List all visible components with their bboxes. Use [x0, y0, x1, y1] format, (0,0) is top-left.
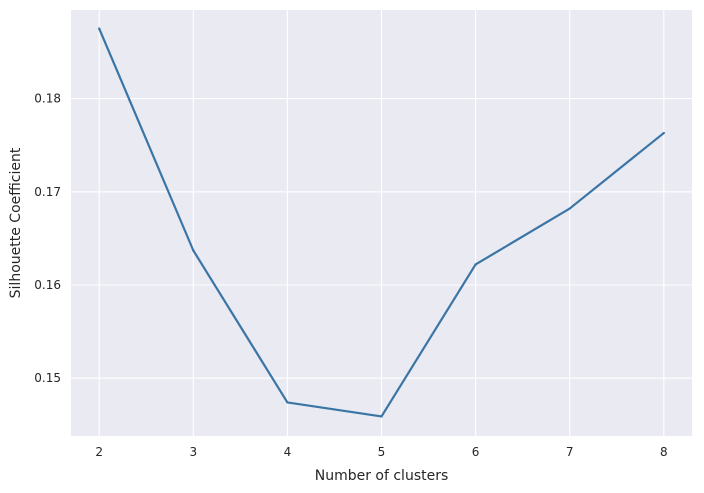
- y-axis-label: Silhouette Coefficient: [8, 147, 24, 298]
- x-axis-label: Number of clusters: [315, 468, 449, 484]
- grid-lines: [71, 10, 692, 436]
- data-point: [98, 27, 101, 30]
- x-tick-label: 4: [284, 445, 292, 459]
- x-tick-labels: 2 3 4 5 6 7 8: [95, 445, 667, 459]
- x-tick-label: 5: [378, 445, 386, 459]
- x-tick-label: 8: [660, 445, 668, 459]
- data-point: [474, 263, 477, 266]
- data-point: [380, 415, 383, 418]
- series-group: [98, 27, 665, 418]
- x-tick-label: 2: [95, 445, 103, 459]
- data-point: [662, 131, 665, 135]
- data-point: [286, 401, 289, 404]
- x-tick-label: 3: [189, 445, 197, 459]
- data-point: [568, 207, 571, 210]
- x-tick-label: 6: [472, 445, 480, 459]
- y-tick-label: 0.16: [34, 278, 61, 292]
- y-tick-labels: 0.15 0.16 0.17 0.18: [34, 92, 61, 386]
- data-point: [192, 249, 195, 252]
- y-tick-label: 0.18: [34, 92, 61, 106]
- x-tick-label: 7: [566, 445, 574, 459]
- y-tick-label: 0.15: [34, 371, 61, 385]
- y-tick-label: 0.17: [34, 185, 61, 199]
